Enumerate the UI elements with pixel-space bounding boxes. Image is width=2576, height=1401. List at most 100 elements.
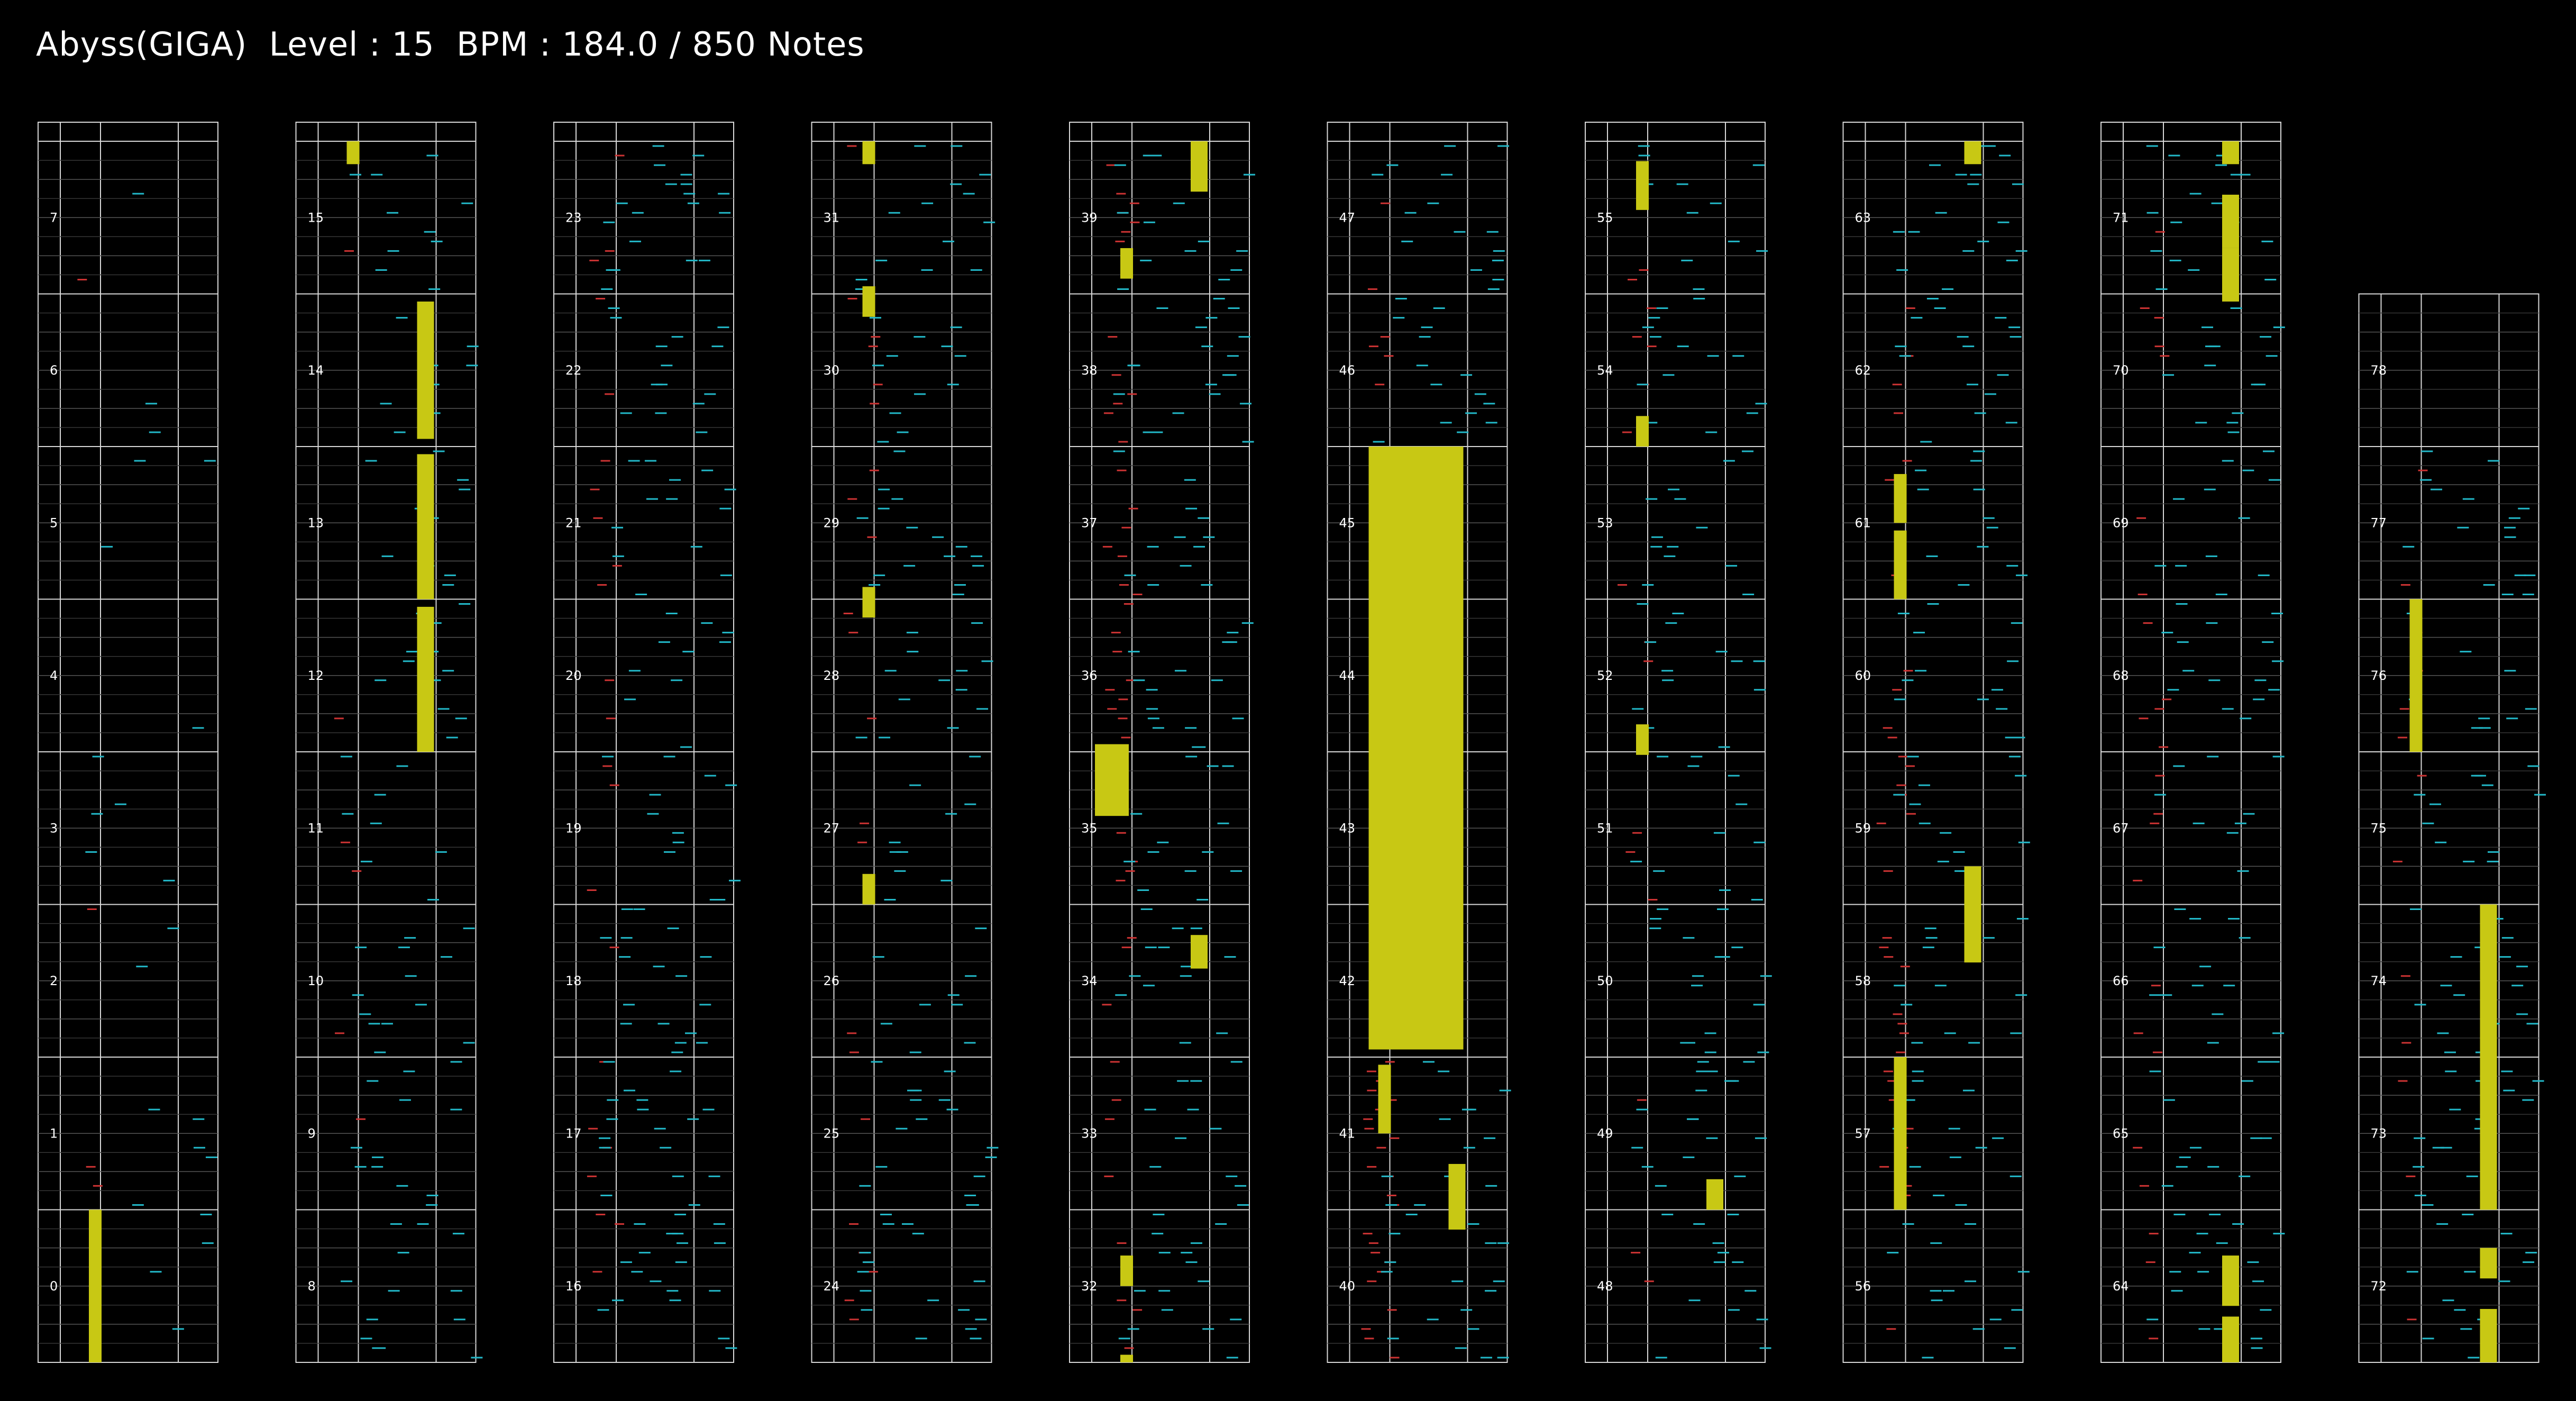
- long-note: [1894, 1057, 1907, 1210]
- long-note: [417, 301, 434, 439]
- measure-number: 1: [50, 1126, 58, 1141]
- chart-column: [1842, 122, 2024, 1363]
- measure-number: 30: [824, 363, 840, 378]
- measure-number: 6: [50, 363, 58, 378]
- measure-number: 22: [565, 363, 582, 378]
- long-note: [1191, 141, 1208, 192]
- measure-number: 62: [1855, 363, 1871, 378]
- column-frame: [553, 122, 734, 1363]
- long-note: [417, 606, 434, 752]
- measure-number: 60: [1855, 668, 1871, 683]
- measure-number: 16: [565, 1279, 582, 1294]
- measure-number: 20: [565, 668, 582, 683]
- long-note: [1706, 1179, 1723, 1210]
- long-note: [2222, 1256, 2239, 1306]
- long-note: [1964, 866, 1981, 963]
- long-note: [1894, 530, 1907, 599]
- long-note: [1095, 744, 1129, 816]
- measure-number: 40: [1339, 1279, 1356, 1294]
- column-frame: [811, 122, 992, 1363]
- measure-number: 33: [1081, 1126, 1098, 1141]
- long-note: [2222, 194, 2239, 248]
- measure-number: 51: [1597, 821, 1613, 835]
- long-note: [2222, 141, 2239, 165]
- measure-number: 58: [1855, 974, 1871, 988]
- measure-number: 0: [50, 1279, 58, 1294]
- measure-number: 72: [2371, 1279, 2387, 1294]
- long-note: [2222, 1316, 2239, 1362]
- long-note: [1120, 1354, 1133, 1362]
- long-note: [417, 454, 434, 599]
- column-frame: [1585, 122, 1766, 1363]
- measure-number: 19: [565, 821, 582, 835]
- measure-number: 15: [308, 210, 324, 225]
- measure-number: 70: [2113, 363, 2129, 378]
- measure-number: 23: [565, 210, 582, 225]
- measure-number: 50: [1597, 974, 1613, 988]
- measure-number: 63: [1855, 210, 1871, 225]
- measure-number: 47: [1339, 210, 1356, 225]
- long-note: [862, 874, 875, 905]
- measure-number: 29: [824, 515, 840, 530]
- measure-number: 57: [1855, 1126, 1871, 1141]
- long-note: [346, 141, 360, 165]
- measure-number: 32: [1081, 1279, 1098, 1294]
- measure-number: 25: [824, 1126, 840, 1141]
- chart-column: [1069, 122, 1250, 1363]
- measure-number: 46: [1339, 363, 1356, 378]
- long-note: [1636, 724, 1649, 755]
- long-note: [1378, 1065, 1391, 1134]
- measure-number: 38: [1081, 363, 1098, 378]
- notes-label: / 850 Notes: [669, 24, 865, 63]
- measure-number: 67: [2113, 821, 2129, 835]
- column-frame: [1842, 122, 2024, 1363]
- column-frame: [38, 122, 218, 1363]
- column-frame: [295, 122, 477, 1363]
- measure-number: 43: [1339, 821, 1356, 835]
- measure-number: 5: [50, 515, 58, 530]
- measure-number: 8: [308, 1279, 316, 1294]
- long-note: [2409, 599, 2423, 752]
- measure-number: 61: [1855, 515, 1871, 530]
- song-title: Abyss(GIGA): [36, 24, 248, 63]
- chart-header: Abyss(GIGA) Level : 15 BPM : 184.0 / 850…: [36, 20, 865, 68]
- measure-number: 34: [1081, 974, 1098, 988]
- long-note: [2480, 904, 2497, 1210]
- long-note: [1120, 248, 1133, 279]
- long-note: [1636, 416, 1649, 447]
- column-frame: [2100, 122, 2281, 1363]
- measure-number: 68: [2113, 668, 2129, 683]
- measure-number: 71: [2113, 210, 2129, 225]
- measure-number: 42: [1339, 974, 1356, 988]
- chart-column: [2100, 122, 2281, 1363]
- measure-number: 37: [1081, 515, 1098, 530]
- measure-labels: 0123456789101112131415161718192021222324…: [50, 210, 2387, 1294]
- measure-number: 4: [50, 668, 58, 683]
- measure-number: 66: [2113, 974, 2129, 988]
- measure-number: 55: [1597, 210, 1613, 225]
- measure-number: 3: [50, 821, 58, 835]
- measure-number: 27: [824, 821, 840, 835]
- measure-number: 11: [308, 821, 324, 835]
- measure-number: 12: [308, 668, 324, 683]
- measure-number: 28: [824, 668, 840, 683]
- measure-number: 31: [824, 210, 840, 225]
- measure-number: 74: [2371, 974, 2387, 988]
- measure-number: 13: [308, 515, 324, 530]
- measure-number: 36: [1081, 668, 1098, 683]
- column-frame: [1327, 122, 1508, 1363]
- measure-number: 73: [2371, 1126, 2387, 1141]
- measure-number: 39: [1081, 210, 1098, 225]
- long-note: [2222, 248, 2239, 302]
- long-note: [862, 587, 875, 618]
- measure-number: 77: [2371, 515, 2387, 530]
- measure-number: 45: [1339, 515, 1356, 530]
- long-note: [1448, 1163, 1466, 1230]
- chart-column: [553, 122, 734, 1363]
- long-note: [89, 1209, 102, 1362]
- measure-number: 54: [1597, 363, 1613, 378]
- long-note: [2480, 1309, 2497, 1362]
- measure-number: 24: [824, 1279, 840, 1294]
- chart-column: [38, 122, 218, 1363]
